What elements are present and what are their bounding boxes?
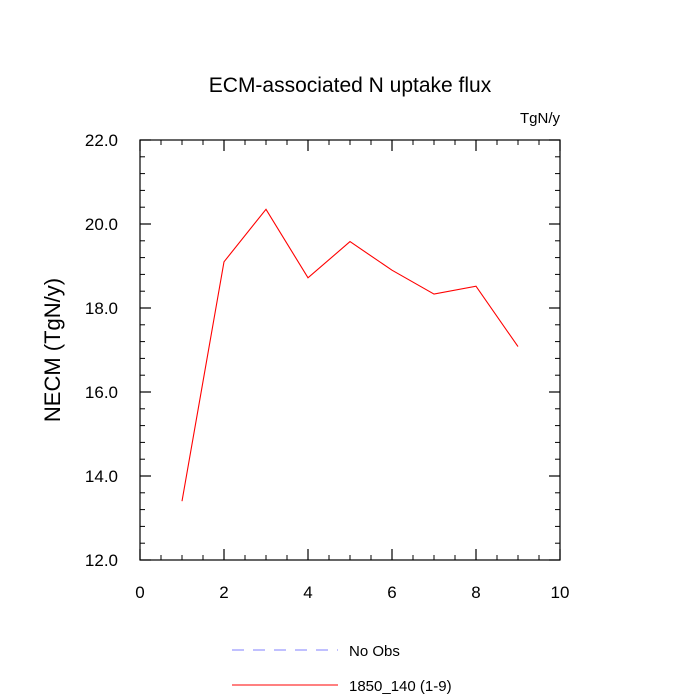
x-tick-label: 2 [219,583,228,602]
units-label: TgN/y [520,110,561,127]
y-tick-label: 18.0 [85,299,118,318]
tick-labels: 0 2 4 6 8 10 12.0 14.0 16.0 18.0 20.0 22.0 [85,131,570,602]
chart-title: ECM-associated N uptake flux [209,74,492,97]
y-axis-label: NECM (TgN/y) [40,278,65,422]
legend-label: 1850_140 (1-9) [349,678,452,695]
x-tick-label: 10 [551,583,570,602]
major-ticks [139,139,561,561]
plot-frame [139,139,561,561]
y-tick-label: 22.0 [85,131,118,150]
x-tick-label: 0 [135,583,144,602]
y-tick-label: 16.0 [85,383,118,402]
x-tick-label: 8 [471,583,480,602]
minor-ticks [140,140,560,560]
y-tick-label: 20.0 [85,215,118,234]
x-tick-label: 4 [303,583,312,602]
series-line [181,208,519,502]
legend: No Obs 1850_140 (1-9) [232,643,452,695]
x-tick-label: 6 [387,583,396,602]
y-tick-label: 14.0 [85,467,118,486]
series-lines [181,208,519,502]
y-tick-label: 12.0 [85,551,118,570]
legend-label: No Obs [349,643,400,660]
